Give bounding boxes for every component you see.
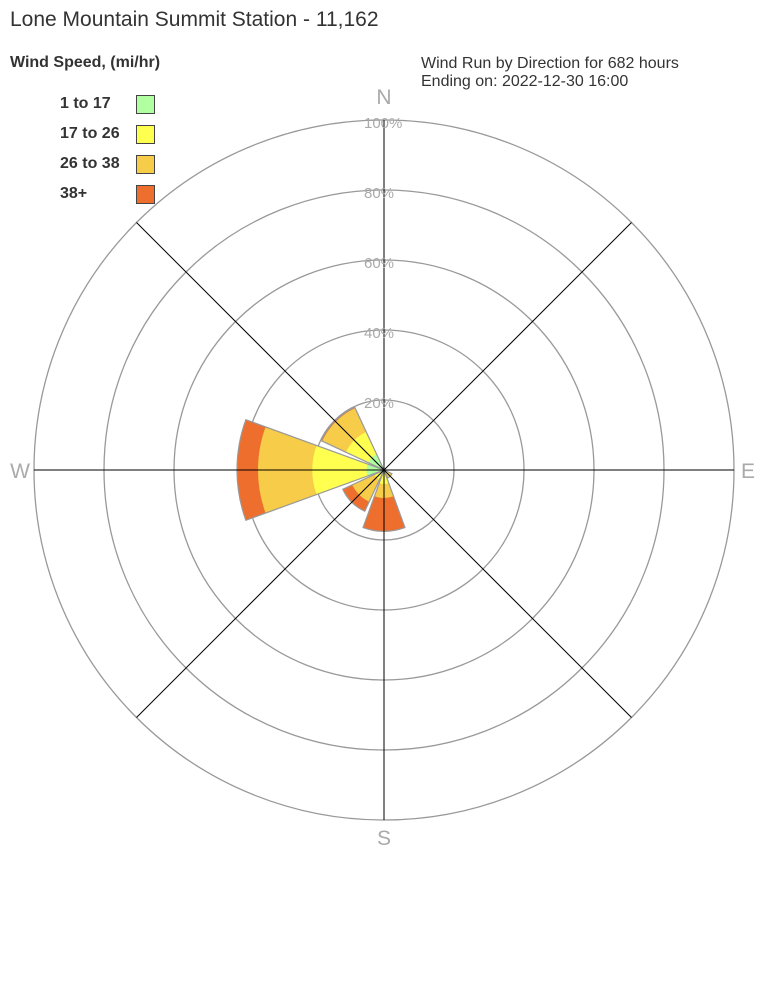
legend-swatch <box>136 184 155 204</box>
radial-tick-label: 100% <box>364 115 402 132</box>
axis-line <box>383 222 632 471</box>
compass-label-W: W <box>10 460 30 483</box>
legend-item: 1 to 17 <box>60 89 155 119</box>
axis-line <box>383 469 632 718</box>
legend-title: Wind Speed, (mi/hr) <box>10 54 161 71</box>
legend-label: 1 to 17 <box>60 95 111 112</box>
legend-label: 38+ <box>60 185 88 202</box>
radial-tick-label: 40% <box>364 325 394 342</box>
compass-label-S: S <box>377 827 391 850</box>
radial-tick-label: 20% <box>364 395 394 412</box>
info-line-2: Ending on: 2022-12-30 16:00 <box>421 73 629 90</box>
legend-item: 26 to 38 <box>60 149 155 179</box>
legend-swatch <box>136 124 155 144</box>
radial-tick-label: 80% <box>364 185 394 202</box>
legend-label: 26 to 38 <box>60 155 120 172</box>
chart-info: Wind Run by Direction for 682 hours Endi… <box>421 55 679 91</box>
compass-label-N: N <box>376 86 391 109</box>
info-line-1: Wind Run by Direction for 682 hours <box>421 55 679 72</box>
radial-tick-label: 60% <box>364 255 394 272</box>
legend-label: 17 to 26 <box>60 125 120 142</box>
legend-swatch <box>136 154 155 174</box>
legend: 1 to 17 17 to 26 26 to 38 38+ <box>60 89 155 209</box>
axis-line <box>136 222 385 471</box>
chart-title: Lone Mountain Summit Station - 11,162 <box>10 8 379 31</box>
axis-line <box>136 469 385 718</box>
legend-item: 38+ <box>60 179 155 209</box>
legend-swatch <box>136 94 155 114</box>
compass-label-E: E <box>741 460 755 483</box>
legend-item: 17 to 26 <box>60 119 155 149</box>
